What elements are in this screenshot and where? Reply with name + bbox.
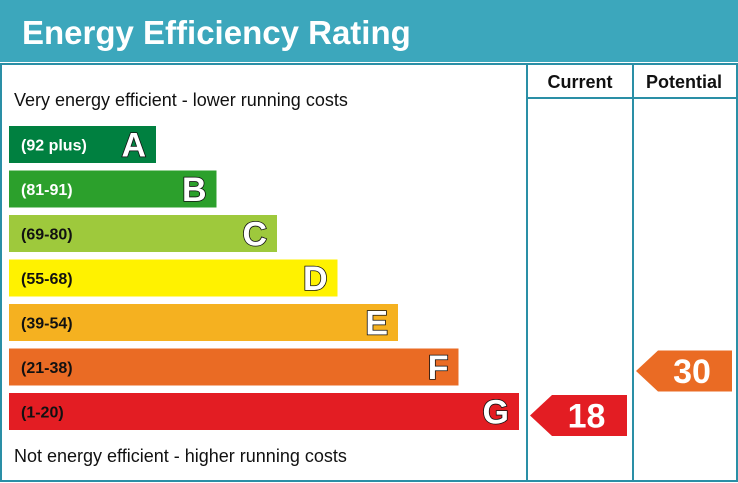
band-letter-f: F: [428, 349, 449, 387]
band-range-d: (55-68): [21, 271, 73, 288]
band-range-a: (92 plus): [21, 138, 87, 155]
band-bar-c: [9, 215, 277, 252]
band-range-g: (1-20): [21, 405, 64, 422]
top-note: Very energy efficient - lower running co…: [14, 90, 348, 110]
band-letter-d: D: [303, 260, 328, 298]
column-header-potential: Potential: [646, 72, 722, 92]
band-f: (21-38) F: [9, 348, 459, 388]
band-range-b: (81-91): [21, 182, 73, 199]
band-range-f: (21-38): [21, 360, 73, 377]
chart-frame: [0, 63, 738, 482]
band-letter-c: C: [242, 216, 267, 254]
band-g: (1-20) G: [9, 393, 519, 432]
potential-score-marker-value: 30: [673, 353, 711, 391]
band-bar-d: [9, 259, 338, 297]
band-letter-b: B: [182, 171, 207, 209]
title-bar: [0, 0, 738, 62]
band-bar-e: [9, 304, 398, 341]
band-bar-g: [9, 393, 519, 430]
band-bar-b: [9, 170, 217, 208]
column-header-current: Current: [547, 72, 612, 92]
band-letter-g: G: [483, 394, 509, 432]
current-score-marker-value: 18: [568, 398, 606, 436]
band-e: (39-54) E: [9, 304, 398, 343]
current-score-marker-arrow: [530, 395, 627, 436]
potential-score-marker-arrow: [636, 350, 732, 392]
band-letter-e: E: [365, 305, 388, 343]
band-range-c: (69-80): [21, 227, 73, 244]
band-bar-a: [9, 126, 156, 163]
band-b: (81-91) B: [9, 170, 217, 210]
band-d: (55-68) D: [9, 259, 338, 299]
band-bar-f: [9, 348, 459, 386]
potential-score-marker: 30: [636, 350, 732, 392]
bottom-note: Not energy efficient - higher running co…: [14, 446, 347, 466]
band-c: (69-80) C: [9, 215, 277, 254]
band-a: (92 plus) A: [9, 126, 156, 165]
rating-bands: (92 plus) A (81-91) B (69-80) C (55-68) D (39-54…: [9, 126, 519, 432]
current-score-marker: 18: [530, 395, 627, 436]
chart-title: Energy Efficiency Rating: [22, 14, 411, 51]
band-range-e: (39-54): [21, 316, 73, 333]
band-letter-a: A: [121, 127, 146, 165]
